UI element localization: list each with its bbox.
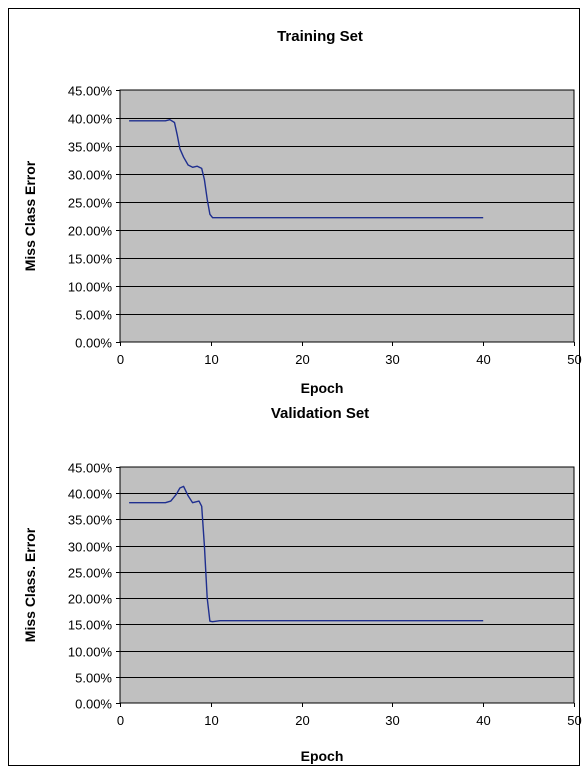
y-tick-label-training: 10.00% [68,280,113,295]
y-tick-label-validation: 15.00% [68,618,113,633]
y-tick-label-validation: 20.00% [68,592,113,607]
x-tick-label-training: 30 [385,352,399,367]
y-tick-label-training: 5.00% [75,308,112,323]
x-tick-label-training: 10 [204,352,218,367]
plot-area-validation [119,466,575,704]
x-tick-label-validation: 40 [476,713,490,728]
chart-title-training: Training Set [277,28,363,45]
x-axis-label-validation: Epoch [301,748,344,764]
series-line-training [129,119,484,219]
series-line-validation [129,485,484,623]
y-tick-label-validation: 0.00% [75,697,112,712]
y-tick-label-training: 40.00% [68,112,113,127]
x-tick-label-training: 20 [295,352,309,367]
y-tick-label-validation: 25.00% [68,566,113,581]
x-tick-label-training: 0 [117,352,124,367]
y-tick-label-training: 15.00% [68,252,113,267]
y-tick-label-training: 45.00% [68,84,113,99]
y-axis-label-training: Miss Class Error [22,160,38,271]
y-tick-label-training: 20.00% [68,224,113,239]
y-tick-label-validation: 40.00% [68,487,113,502]
x-tick-label-validation: 20 [295,713,309,728]
figure-frame: 0.00% 5.00% 10.00% 15.00% 20.00% 25.00% 30.00%… [8,8,582,766]
x-tick-label-validation: 10 [204,713,218,728]
x-tick-label-validation: 0 [117,713,124,728]
chart-title-validation: Validation Set [271,405,369,422]
plot-area-training [119,89,575,343]
y-tick-label-validation: 35.00% [68,513,113,528]
y-tick-label-training: 25.00% [68,196,113,211]
y-tick-label-training: 0.00% [75,336,112,351]
y-tick-label-validation: 5.00% [75,671,112,686]
x-tick-label-validation: 50 [567,713,581,728]
y-axis-label-validation: Miss Class. Error [22,527,38,642]
y-tick-label-training: 30.00% [68,168,113,183]
x-tick-label-validation: 30 [385,713,399,728]
y-tick-label-training: 35.00% [68,140,113,155]
x-tick-label-training: 40 [476,352,490,367]
y-tick-label-validation: 45.00% [68,461,113,476]
x-axis-label-training: Epoch [301,380,344,396]
x-tick-label-training: 50 [567,352,581,367]
y-tick-label-validation: 10.00% [68,645,113,660]
y-tick-label-validation: 30.00% [68,540,113,555]
